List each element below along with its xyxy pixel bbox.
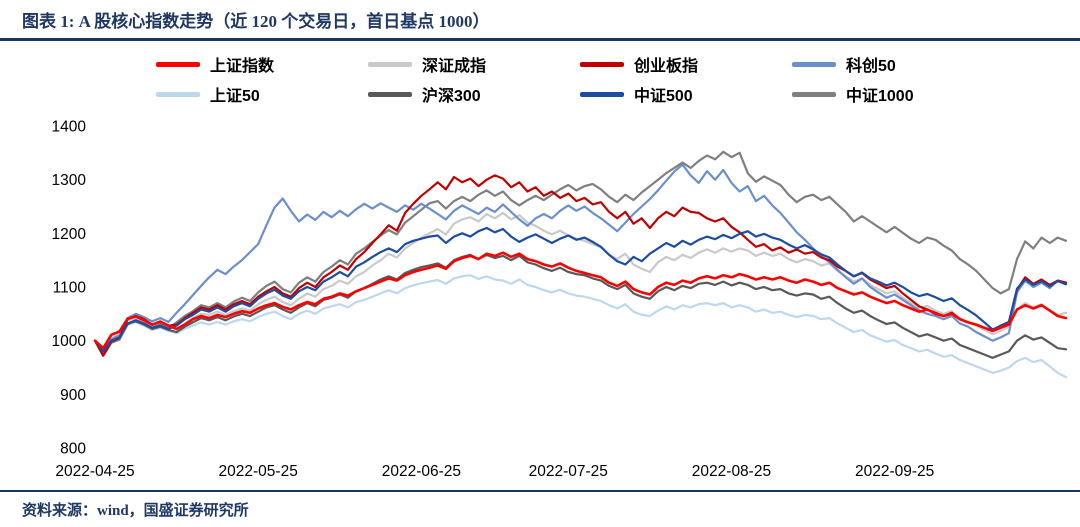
legend-item-szse-component: 深证成指 [328, 54, 540, 75]
legend-item-csi500: 中证500 [540, 84, 752, 105]
axis-tick-label: 1100 [53, 280, 87, 297]
legend-swatch-chinext [580, 61, 624, 67]
legend-item-sse-composite: 上证指数 [116, 54, 328, 75]
legend-item-star50: 科创50 [752, 54, 964, 75]
axis-tick-label: 800 [60, 441, 86, 458]
axis-tick-label: 2022-07-25 [529, 463, 608, 480]
legend-label: 中证500 [634, 88, 693, 105]
axis-tick-label: 1400 [52, 119, 87, 136]
axis-tick-label: 900 [60, 387, 86, 404]
series-line-2 [93, 174, 1068, 357]
legend-item-csi1000: 中证1000 [752, 84, 964, 105]
legend-swatch-csi1000 [792, 91, 836, 97]
axis-tick-label: 2022-09-25 [855, 463, 934, 480]
legend-label: 深证成指 [422, 58, 487, 75]
series-line-0 [93, 251, 1068, 350]
chart-legend: 上证指数 深证成指 创业板指 科创50 上证50 沪深300 中证500 中证 [0, 54, 1080, 105]
series-line-1 [93, 211, 1068, 352]
series-line-6 [93, 226, 1068, 353]
legend-swatch-sse50 [156, 91, 200, 97]
series-line-7 [93, 150, 1068, 357]
axis-tick-label: 1000 [52, 333, 87, 350]
line-chart: 800 900 1000 1100 1200 1300 1400 2022-04-25 2022… [52, 119, 1068, 480]
axis-tick-label: 2022-06-25 [382, 463, 461, 480]
legend-swatch-csi300 [368, 91, 412, 97]
legend-swatch-szse-component [368, 61, 412, 67]
chart-area: 800 900 1000 1100 1200 1300 1400 2022-04-25 2022… [0, 110, 1080, 488]
legend-item-chinext: 创业板指 [540, 54, 752, 75]
legend-label: 上证50 [210, 88, 260, 105]
axis-tick-label: 2022-08-25 [692, 463, 771, 480]
legend-swatch-sse-composite [156, 61, 200, 67]
legend-swatch-csi500 [580, 91, 624, 97]
legend-label: 沪深300 [422, 88, 481, 105]
legend-swatch-star50 [792, 61, 836, 67]
series-line-3 [93, 163, 1068, 354]
legend-label: 创业板指 [634, 58, 699, 75]
axis-tick-label: 1300 [52, 172, 87, 189]
series-line-5 [93, 253, 1068, 359]
axis-tick-label: 2022-05-25 [219, 463, 298, 480]
legend-label: 科创50 [846, 58, 896, 75]
axis-tick-label: 1200 [52, 226, 87, 243]
figure-title: 图表 1: A 股核心指数走势（近 120 个交易日，首日基点 1000） [22, 12, 490, 31]
source-note: 资料来源：wind，国盛证券研究所 [22, 503, 249, 519]
legend-item-csi300: 沪深300 [328, 84, 540, 105]
axis-tick-label: 2022-04-25 [55, 463, 134, 480]
footer-divider [0, 490, 1080, 492]
legend-label: 上证指数 [210, 58, 275, 75]
series-line-4 [93, 274, 1068, 379]
legend-label: 中证1000 [846, 88, 914, 105]
legend-item-sse50: 上证50 [116, 84, 328, 105]
top-divider [0, 38, 1080, 41]
